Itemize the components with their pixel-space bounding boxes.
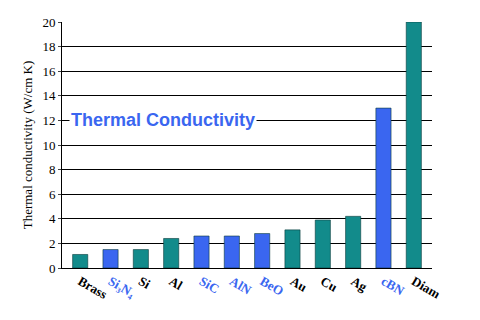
- svg-text:Cu: Cu: [318, 273, 340, 294]
- svg-text:10: 10: [42, 138, 55, 153]
- svg-text:BeO: BeO: [257, 273, 286, 298]
- svg-text:12: 12: [42, 113, 55, 128]
- svg-text:8: 8: [49, 162, 56, 177]
- svg-text:Ag: Ag: [348, 273, 370, 294]
- svg-text:Au: Au: [288, 273, 310, 294]
- svg-text:14: 14: [42, 88, 56, 103]
- svg-text:Brass: Brass: [75, 273, 109, 302]
- svg-text:Si: Si: [136, 273, 153, 292]
- svg-text:Diam: Diam: [409, 273, 443, 301]
- svg-text:SiC: SiC: [197, 273, 222, 296]
- svg-text:Thermal conductivity (W/cm K): Thermal conductivity (W/cm K): [20, 61, 35, 230]
- svg-text:2: 2: [49, 236, 56, 251]
- svg-text:6: 6: [49, 187, 56, 202]
- svg-text:4: 4: [49, 211, 56, 226]
- svg-text:Al: Al: [166, 273, 185, 293]
- svg-text:Thermal Conductivity: Thermal Conductivity: [71, 110, 255, 130]
- svg-text:AlN: AlN: [227, 273, 254, 297]
- svg-text:cBN: cBN: [379, 273, 408, 298]
- svg-text:0: 0: [49, 261, 56, 276]
- svg-text:20: 20: [42, 15, 55, 30]
- svg-text:18: 18: [42, 39, 55, 54]
- svg-text:Si₃N₄: Si₃N₄: [106, 273, 138, 300]
- svg-text:16: 16: [42, 64, 56, 79]
